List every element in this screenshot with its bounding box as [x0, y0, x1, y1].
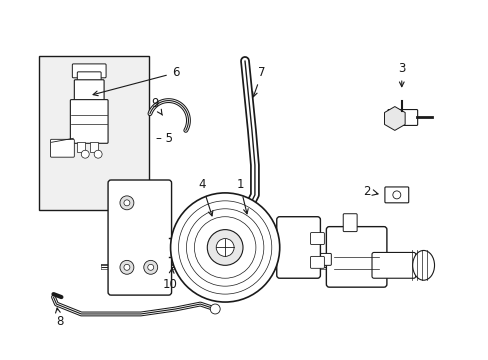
Circle shape: [123, 264, 130, 270]
FancyBboxPatch shape: [276, 217, 320, 278]
Text: 2: 2: [363, 185, 370, 198]
Circle shape: [81, 150, 89, 158]
Circle shape: [120, 260, 134, 274]
FancyBboxPatch shape: [310, 256, 324, 268]
FancyBboxPatch shape: [343, 214, 356, 231]
Text: – 5: – 5: [155, 132, 172, 145]
FancyBboxPatch shape: [310, 233, 324, 244]
Text: 6: 6: [93, 66, 179, 96]
Circle shape: [143, 260, 157, 274]
FancyBboxPatch shape: [74, 80, 104, 102]
Text: 1: 1: [236, 179, 248, 214]
FancyBboxPatch shape: [50, 139, 74, 157]
Ellipse shape: [412, 251, 434, 280]
Text: 7: 7: [252, 66, 265, 97]
FancyBboxPatch shape: [70, 100, 108, 143]
Circle shape: [170, 193, 279, 302]
Text: 9: 9: [151, 97, 162, 115]
Bar: [39, 56, 148, 210]
Circle shape: [207, 230, 243, 265]
FancyBboxPatch shape: [387, 109, 417, 125]
Bar: [77, 142, 85, 152]
Circle shape: [392, 191, 400, 199]
Text: 4: 4: [198, 179, 212, 216]
Circle shape: [94, 150, 102, 158]
FancyBboxPatch shape: [371, 252, 415, 278]
Text: 8: 8: [56, 308, 63, 328]
FancyBboxPatch shape: [77, 72, 101, 82]
Circle shape: [216, 239, 234, 256]
FancyBboxPatch shape: [72, 64, 106, 78]
FancyBboxPatch shape: [108, 180, 171, 295]
Circle shape: [123, 200, 130, 206]
Bar: [90, 142, 98, 152]
FancyBboxPatch shape: [313, 253, 331, 265]
FancyBboxPatch shape: [325, 227, 386, 287]
Circle shape: [147, 264, 153, 270]
Text: 10: 10: [163, 268, 178, 291]
Text: 3: 3: [397, 62, 405, 87]
Circle shape: [210, 304, 220, 314]
Circle shape: [120, 196, 134, 210]
FancyBboxPatch shape: [384, 187, 408, 203]
